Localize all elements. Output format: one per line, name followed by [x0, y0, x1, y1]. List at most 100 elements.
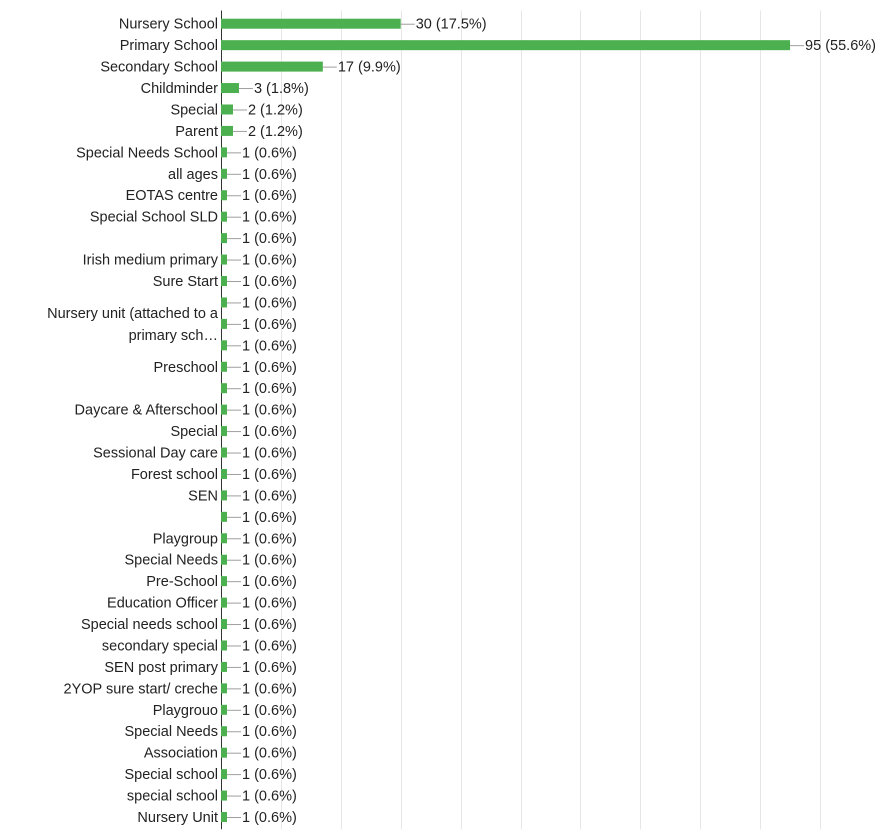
- category-label: Primary School: [120, 38, 218, 54]
- category-label: Special School SLD: [90, 210, 218, 226]
- bar: [221, 661, 227, 672]
- category-label: special school: [127, 789, 218, 805]
- category-label: Nursery Unit: [137, 810, 218, 826]
- bar: [221, 576, 227, 587]
- bar: [221, 125, 233, 136]
- value-label: 1 (0.6%): [242, 210, 297, 226]
- value-label: 1 (0.6%): [242, 703, 297, 719]
- category-label: Playgroup: [153, 531, 218, 547]
- value-label: 95 (55.6%): [805, 38, 876, 54]
- value-label: 1 (0.6%): [242, 360, 297, 376]
- value-label: 1 (0.6%): [242, 295, 297, 311]
- bar: [221, 383, 227, 394]
- value-label: 2 (1.2%): [248, 124, 303, 140]
- value-label: 2 (1.2%): [248, 102, 303, 118]
- bar: [221, 40, 791, 51]
- category-label: SEN: [188, 488, 218, 504]
- value-label: 1 (0.6%): [242, 724, 297, 740]
- value-label: 1 (0.6%): [242, 381, 297, 397]
- bar: [221, 254, 227, 265]
- grid-layer: [221, 10, 821, 830]
- bar: [221, 726, 227, 737]
- bar: [221, 297, 227, 308]
- category-label: Special: [170, 102, 218, 118]
- value-label: 3 (1.8%): [254, 81, 309, 97]
- category-label: Special: [170, 424, 218, 440]
- bar: [221, 18, 401, 29]
- value-label: 1 (0.6%): [242, 746, 297, 762]
- category-label: Pre-School: [146, 574, 218, 590]
- bar: [221, 404, 227, 415]
- category-label: Daycare & Afterschool: [75, 403, 218, 419]
- value-label: 1 (0.6%): [242, 446, 297, 462]
- bar: [221, 640, 227, 651]
- value-label: 1 (0.6%): [242, 638, 297, 654]
- value-label: 1 (0.6%): [242, 596, 297, 612]
- bar: [221, 597, 227, 608]
- category-label: Special needs school: [81, 617, 218, 633]
- category-label: Special Needs School: [76, 145, 218, 161]
- bar: [221, 168, 227, 179]
- category-label: Parent: [175, 124, 218, 140]
- category-label: 2YOP sure start/ creche: [64, 681, 218, 697]
- value-label: 1 (0.6%): [242, 467, 297, 483]
- bar: [221, 318, 227, 329]
- bar: [221, 747, 227, 758]
- category-label: Playgrouo: [153, 703, 218, 719]
- category-label: Nursery School: [119, 17, 218, 33]
- value-label: 1 (0.6%): [242, 317, 297, 333]
- category-label: Preschool: [154, 360, 218, 376]
- value-label: 1 (0.6%): [242, 253, 297, 269]
- category-label: Childminder: [141, 81, 219, 97]
- value-label: 17 (9.9%): [338, 60, 401, 76]
- bar: [221, 104, 233, 115]
- value-label: 1 (0.6%): [242, 810, 297, 826]
- value-label: 1 (0.6%): [242, 145, 297, 161]
- category-label: primary sch…: [129, 328, 218, 344]
- category-label: EOTAS centre: [126, 188, 218, 204]
- bar: [221, 812, 227, 822]
- bar: [221, 233, 227, 244]
- value-label: 1 (0.6%): [242, 488, 297, 504]
- category-label: Special Needs: [125, 553, 219, 569]
- category-label: Sessional Day care: [93, 446, 218, 462]
- value-label: 1 (0.6%): [242, 574, 297, 590]
- label-layer: 30 (17.5%) 95 (55.6%) 17 (9.9%) 3 (1.8%) 2 (…: [47, 17, 876, 826]
- value-label: 1 (0.6%): [242, 510, 297, 526]
- bar: [221, 619, 227, 630]
- value-label: 1 (0.6%): [242, 188, 297, 204]
- value-label: 1 (0.6%): [242, 617, 297, 633]
- value-label: 1 (0.6%): [242, 274, 297, 290]
- value-label: 1 (0.6%): [242, 403, 297, 419]
- value-label: 1 (0.6%): [242, 789, 297, 805]
- category-label: Association: [144, 746, 218, 762]
- value-label: 1 (0.6%): [242, 231, 297, 247]
- bar: [221, 447, 227, 458]
- bar: [221, 683, 227, 694]
- category-label: Sure Start: [153, 274, 218, 290]
- bar: [221, 340, 227, 351]
- bar: [221, 361, 227, 372]
- bar: [221, 554, 227, 565]
- value-label: 1 (0.6%): [242, 553, 297, 569]
- bar: [221, 704, 227, 715]
- value-label: 1 (0.6%): [242, 767, 297, 783]
- category-label: Special school: [125, 767, 219, 783]
- category-label: Special Needs: [125, 724, 219, 740]
- value-label: 1 (0.6%): [242, 338, 297, 354]
- category-label: all ages: [168, 167, 218, 183]
- category-label: Education Officer: [107, 596, 218, 612]
- bar: [221, 190, 227, 201]
- value-label: 1 (0.6%): [242, 531, 297, 547]
- bar: [221, 426, 227, 437]
- bar: [221, 468, 227, 479]
- bar: [221, 490, 227, 501]
- value-label: 30 (17.5%): [416, 17, 487, 33]
- value-label: 1 (0.6%): [242, 424, 297, 440]
- bar: [221, 790, 227, 801]
- bar: [221, 276, 227, 286]
- value-label: 1 (0.6%): [242, 167, 297, 183]
- bar: [221, 769, 227, 780]
- bar: [221, 211, 227, 222]
